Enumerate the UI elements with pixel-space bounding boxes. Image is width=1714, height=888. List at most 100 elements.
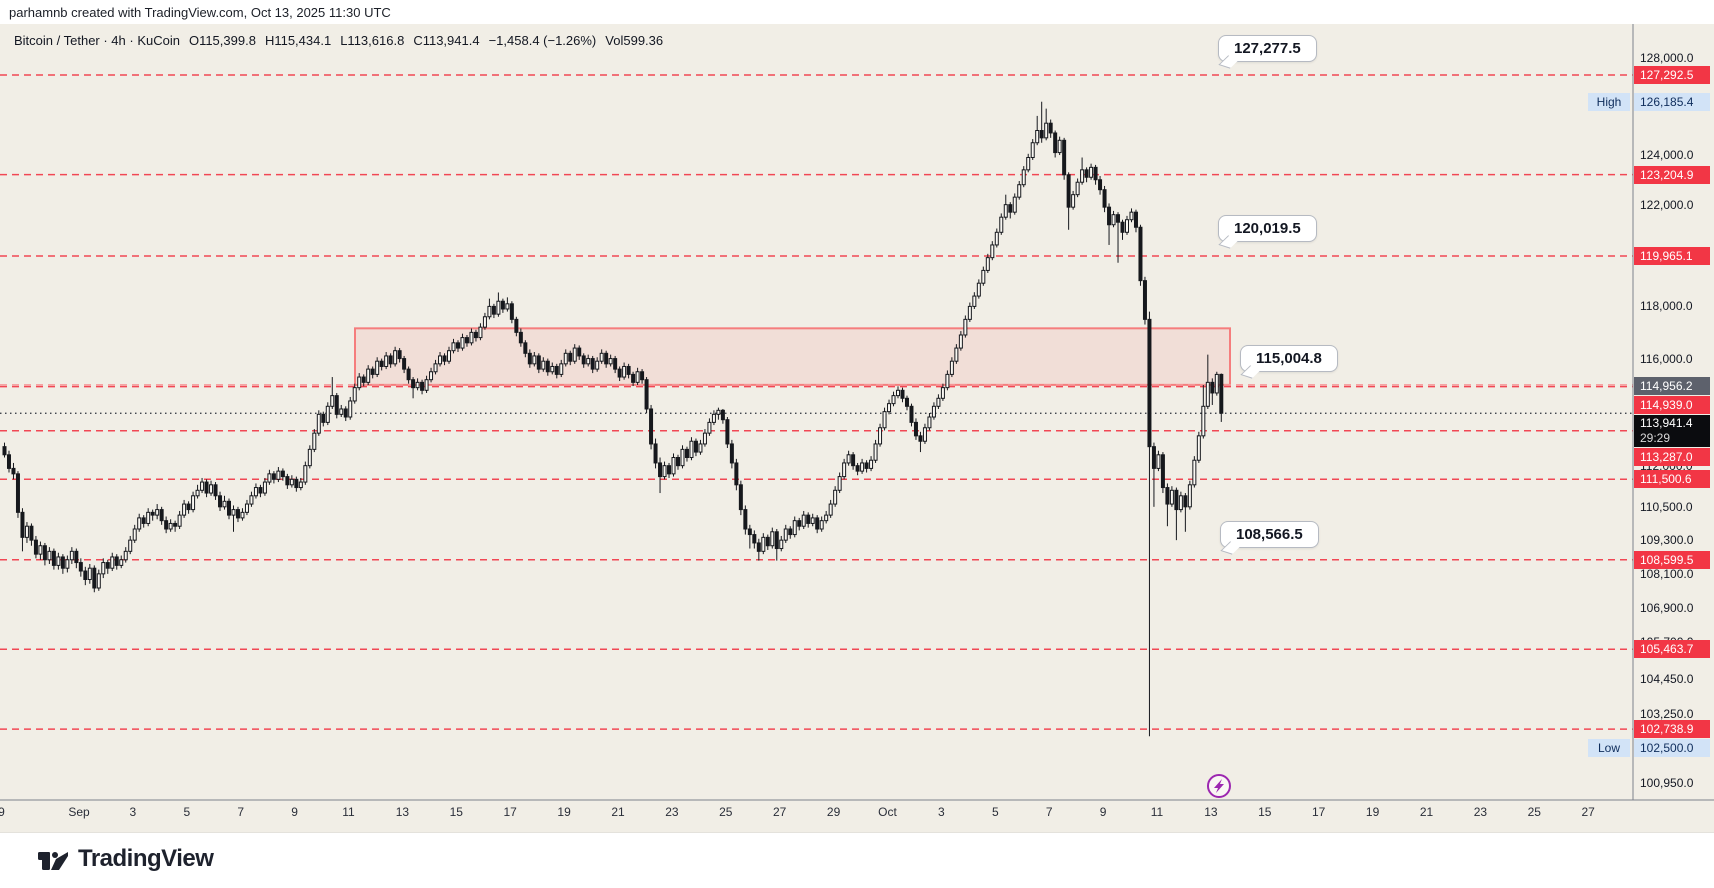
candle[interactable] [891, 395, 896, 405]
candle[interactable] [563, 352, 568, 365]
candle[interactable] [604, 352, 609, 365]
candle[interactable] [473, 331, 478, 339]
candle[interactable] [155, 509, 160, 516]
candle[interactable] [698, 443, 703, 453]
candle[interactable] [1183, 495, 1188, 508]
candle[interactable] [792, 520, 797, 536]
candle[interactable] [1142, 280, 1147, 320]
candle[interactable] [725, 419, 730, 445]
candle[interactable] [1066, 174, 1071, 208]
candle[interactable] [258, 487, 263, 494]
candle[interactable] [366, 368, 371, 383]
candle[interactable] [536, 355, 541, 370]
candle[interactable] [855, 465, 860, 472]
candle[interactable] [1219, 373, 1224, 414]
candle[interactable] [307, 448, 312, 467]
candle[interactable] [33, 539, 38, 555]
candle[interactable] [271, 473, 276, 480]
candle[interactable] [294, 478, 299, 489]
candle[interactable] [635, 371, 640, 383]
candle[interactable] [1008, 204, 1013, 213]
candle[interactable] [235, 509, 240, 519]
candle[interactable] [617, 368, 622, 378]
candle[interactable] [815, 517, 820, 530]
candle[interactable] [1080, 169, 1085, 183]
candle[interactable] [96, 573, 101, 589]
candle[interactable] [931, 405, 936, 418]
candle[interactable] [949, 360, 954, 375]
candle[interactable] [1089, 166, 1094, 178]
candle[interactable] [837, 476, 842, 491]
candle[interactable] [438, 355, 443, 365]
candle[interactable] [51, 550, 56, 566]
candle[interactable] [1138, 226, 1143, 282]
candle[interactable] [469, 331, 474, 344]
candle[interactable] [1205, 381, 1210, 407]
candle[interactable] [1129, 211, 1134, 221]
candle[interactable] [38, 545, 43, 555]
candle[interactable] [738, 484, 743, 511]
candle[interactable] [658, 462, 663, 478]
candle[interactable] [285, 476, 290, 486]
candle[interactable] [765, 536, 770, 547]
candle[interactable] [599, 352, 604, 362]
candle[interactable] [720, 409, 725, 421]
candle[interactable] [105, 562, 110, 569]
candle[interactable] [123, 550, 128, 561]
candle[interactable] [779, 539, 784, 550]
candle[interactable] [451, 342, 456, 352]
candle[interactable] [240, 511, 245, 519]
candle[interactable] [1192, 459, 1197, 486]
candle[interactable] [842, 462, 847, 478]
candle[interactable] [280, 470, 285, 478]
candle[interactable] [994, 231, 999, 246]
candle[interactable] [963, 318, 968, 336]
candle[interactable] [222, 500, 227, 508]
candle[interactable] [878, 427, 883, 445]
candle[interactable] [846, 454, 851, 464]
candle[interactable] [92, 567, 97, 589]
candle[interactable] [218, 495, 223, 508]
candle[interactable] [56, 556, 61, 566]
candle[interactable] [958, 334, 963, 349]
candle[interactable] [267, 473, 272, 483]
candle[interactable] [900, 389, 905, 399]
candle[interactable] [927, 416, 932, 429]
candle[interactable] [78, 562, 83, 572]
candle[interactable] [940, 387, 945, 399]
candle[interactable] [518, 331, 523, 344]
candle[interactable] [864, 462, 869, 469]
candle[interactable] [6, 454, 11, 469]
candle[interactable] [384, 355, 389, 367]
candle[interactable] [321, 413, 326, 423]
candle[interactable] [810, 517, 815, 524]
candle[interactable] [1053, 132, 1058, 154]
candle[interactable] [1098, 179, 1103, 191]
candle[interactable] [47, 550, 52, 561]
candle[interactable] [967, 305, 972, 320]
candle[interactable] [191, 495, 196, 511]
candle[interactable] [1178, 495, 1183, 511]
symbol-title[interactable]: Bitcoin / Tether · 4h · KuCoin [14, 33, 180, 48]
candle[interactable] [204, 481, 209, 494]
candle[interactable] [922, 427, 927, 442]
candle[interactable] [554, 365, 559, 375]
candle[interactable] [1125, 219, 1129, 233]
candle[interactable] [455, 342, 460, 349]
candle[interactable] [743, 509, 748, 530]
candle[interactable] [644, 379, 649, 410]
candle[interactable] [667, 465, 672, 475]
candle[interactable] [253, 487, 258, 497]
price-callout-label[interactable]: 127,277.5 [1218, 35, 1317, 63]
candle[interactable] [1201, 405, 1206, 437]
candle[interactable] [649, 408, 654, 445]
candle[interactable] [873, 443, 878, 461]
candle[interactable] [1174, 489, 1179, 511]
candle[interactable] [505, 303, 510, 310]
candle[interactable] [429, 371, 434, 381]
candle[interactable] [375, 360, 380, 375]
candle[interactable] [936, 397, 941, 407]
candle[interactable] [671, 457, 676, 475]
price-callout-label[interactable]: 120,019.5 [1218, 214, 1317, 242]
candle[interactable] [83, 570, 88, 580]
